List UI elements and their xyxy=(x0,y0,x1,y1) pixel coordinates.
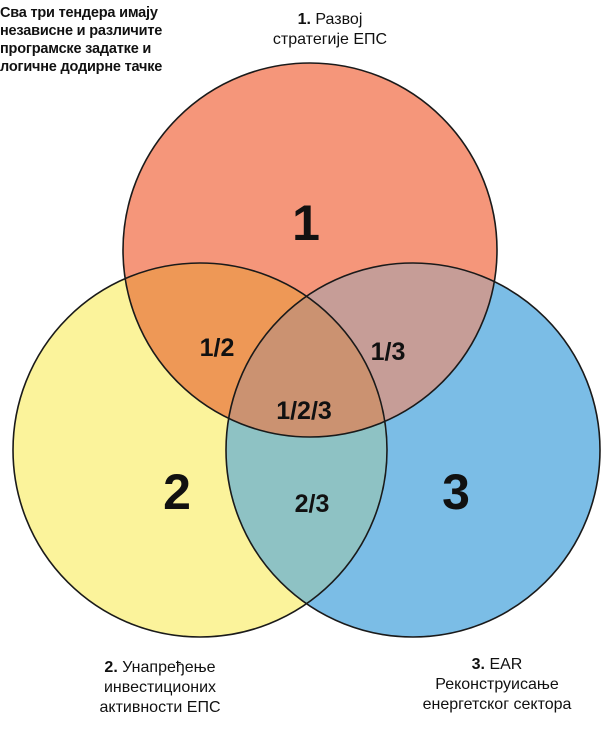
caption-2-number: 2. xyxy=(104,659,118,676)
caption-3-number: 3. xyxy=(471,656,485,673)
caption-2-line1: Унапређење xyxy=(122,659,216,676)
region-label-1-2-3: 1/2/3 xyxy=(276,397,332,425)
caption-3: 3. EAR Реконструисање енергетског сектор… xyxy=(390,655,604,715)
region-label-2-3: 2/3 xyxy=(295,490,330,518)
caption-3-line2: Реконструисање xyxy=(435,676,559,693)
region-label-3: 3 xyxy=(442,464,470,520)
circle-outlines xyxy=(12,62,601,638)
caption-1-line1: Развој xyxy=(315,11,363,28)
region-label-1-3: 1/3 xyxy=(371,338,406,366)
caption-2-line2: инвестиционих xyxy=(103,679,217,696)
overlap-1-2-3 xyxy=(226,263,387,437)
note-line: програмске задатке и xyxy=(0,41,152,57)
caption-3-line3: енергетског сектора xyxy=(422,696,572,713)
caption-1: 1. Развој стратегије ЕПС xyxy=(240,10,420,50)
explanatory-note: Сва три тендера имају независне и различ… xyxy=(0,4,210,76)
caption-2-line3: активности ЕПС xyxy=(99,699,221,716)
note-line: независне и различите xyxy=(0,23,163,39)
caption-2: 2. Унапређење инвестиционих активности Е… xyxy=(60,658,260,718)
caption-1-line2: стратегије ЕПС xyxy=(272,31,388,48)
region-label-1-2: 1/2 xyxy=(200,334,235,362)
note-line: логичне додирне тачке xyxy=(0,59,163,75)
note-line: Сва три тендера имају xyxy=(0,5,158,21)
region-label-2: 2 xyxy=(163,464,191,520)
caption-3-line1: EAR xyxy=(489,656,523,673)
caption-1-number: 1. xyxy=(297,11,311,28)
region-label-1: 1 xyxy=(292,195,320,251)
